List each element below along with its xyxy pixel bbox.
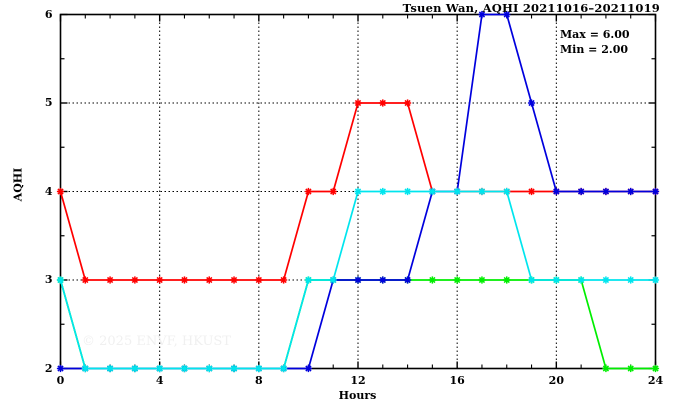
series-marker	[627, 187, 635, 196]
series-marker	[651, 276, 660, 284]
series-marker	[56, 276, 65, 284]
series-marker	[354, 99, 362, 107]
series-marker	[577, 276, 585, 284]
series-marker	[304, 276, 313, 284]
series-marker	[280, 364, 288, 373]
x-tick-label: 16	[449, 373, 465, 387]
series-marker	[428, 187, 436, 196]
y-tick-label: 2	[44, 361, 53, 375]
series-marker	[255, 364, 263, 373]
series-marker	[503, 187, 511, 196]
x-tick-label: 24	[647, 373, 664, 387]
series-marker	[329, 276, 337, 284]
series-marker	[156, 276, 164, 284]
series-marker	[527, 187, 536, 196]
series-marker	[403, 187, 412, 196]
series-marker	[651, 187, 660, 196]
series-marker	[230, 364, 238, 373]
series-marker	[304, 187, 313, 196]
y-tick-label: 5	[44, 96, 53, 109]
series-marker	[131, 364, 139, 373]
series-marker	[354, 276, 362, 284]
series-marker	[329, 187, 337, 196]
x-tick-label: 12	[350, 373, 366, 387]
y-tick-label: 4	[44, 184, 53, 198]
series-marker	[453, 276, 461, 284]
series-marker	[527, 99, 536, 107]
series-marker	[106, 364, 114, 373]
series-marker	[379, 276, 387, 284]
series-marker	[478, 276, 486, 284]
series-marker	[602, 364, 610, 373]
series-marker	[56, 187, 65, 196]
annotation-box: Max = 6.00 Min = 2.00	[560, 27, 630, 57]
series-marker	[651, 364, 660, 373]
series-marker	[453, 187, 461, 196]
series-marker	[131, 276, 139, 284]
data-series	[56, 187, 660, 373]
min-annotation: Min = 2.00	[560, 43, 629, 56]
series-marker	[255, 276, 263, 284]
series-marker	[428, 276, 436, 284]
series-marker	[106, 276, 114, 284]
series-marker	[602, 276, 610, 284]
x-tick-label: 4	[155, 373, 164, 387]
series-marker	[503, 10, 511, 19]
series-marker	[180, 276, 189, 284]
series-marker	[230, 276, 238, 284]
series-marker	[156, 364, 164, 373]
series-marker	[81, 364, 89, 373]
series-marker	[403, 276, 412, 284]
series-marker	[552, 187, 560, 196]
series-marker	[577, 187, 585, 196]
series-marker	[180, 364, 189, 373]
x-axis-label: Hours	[338, 389, 377, 402]
series-marker	[205, 364, 213, 373]
series-marker	[478, 10, 486, 19]
y-tick-label: 3	[44, 273, 53, 286]
series-marker	[379, 187, 387, 196]
series-marker	[627, 364, 635, 373]
series-marker	[602, 187, 610, 196]
x-tick-label: 8	[255, 373, 263, 387]
series-marker	[354, 187, 362, 196]
series-marker	[379, 99, 387, 107]
max-annotation: Max = 6.00	[560, 28, 630, 41]
series-marker	[56, 364, 65, 373]
x-tick-label: 0	[56, 373, 65, 387]
series-marker	[527, 276, 536, 284]
series-marker	[280, 276, 288, 284]
series-marker	[552, 276, 560, 284]
series-marker	[478, 187, 486, 196]
y-tick-label: 6	[44, 7, 53, 21]
series-marker	[627, 276, 635, 284]
series-marker	[205, 276, 213, 284]
series-marker	[81, 276, 89, 284]
series-marker	[503, 276, 511, 284]
series-marker	[403, 99, 412, 107]
series-marker	[304, 364, 313, 373]
x-tick-label: 20	[548, 373, 564, 387]
chart-title: Tsuen Wan, AQHI 20211016–20211019	[402, 1, 660, 15]
